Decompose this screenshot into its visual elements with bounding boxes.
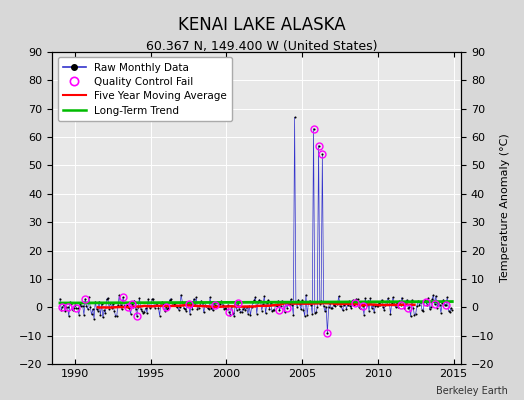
Text: Berkeley Earth: Berkeley Earth [436, 386, 508, 396]
Y-axis label: Temperature Anomaly (°C): Temperature Anomaly (°C) [500, 134, 510, 282]
Text: KENAI LAKE ALASKA: KENAI LAKE ALASKA [178, 16, 346, 34]
Text: 60.367 N, 149.400 W (United States): 60.367 N, 149.400 W (United States) [146, 40, 378, 53]
Legend: Raw Monthly Data, Quality Control Fail, Five Year Moving Average, Long-Term Tren: Raw Monthly Data, Quality Control Fail, … [58, 57, 232, 121]
